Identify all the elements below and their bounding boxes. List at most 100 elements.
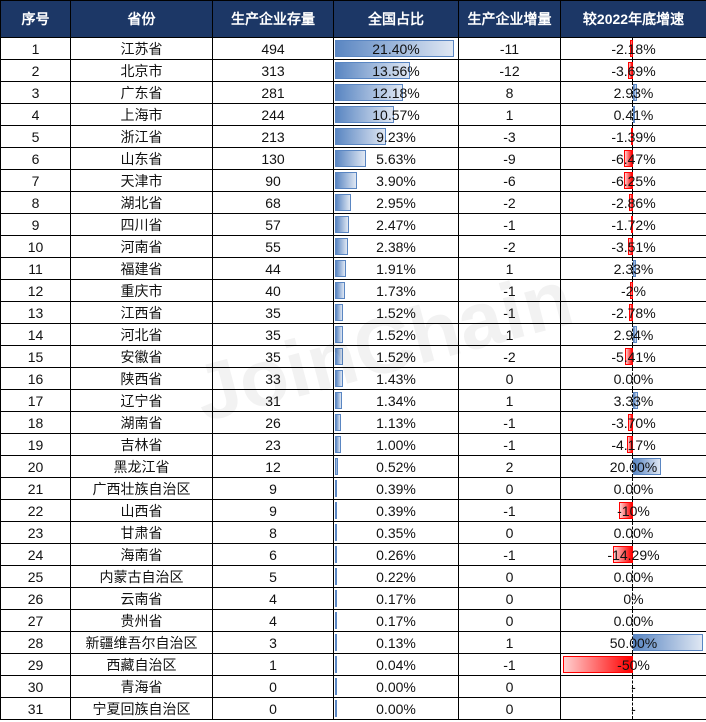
cell-growth: 0.00% xyxy=(560,521,706,544)
header-stock[interactable]: 生产企业存量 xyxy=(212,0,334,38)
increment-text: 1 xyxy=(505,106,514,123)
cell-stock: 44 xyxy=(212,257,334,280)
cell-growth: - xyxy=(560,697,706,720)
stock-text: 494 xyxy=(261,40,285,57)
table-row: 23 甘肃省 8 0.35% 0 0.00% xyxy=(0,521,706,544)
cell-growth: -1.72% xyxy=(560,213,706,236)
cell-increment: -1 xyxy=(458,499,561,522)
cell-province: 北京市 xyxy=(70,59,213,82)
growth-text: 20.00% xyxy=(609,458,658,475)
cell-stock: 9 xyxy=(212,477,334,500)
increment-text: -1 xyxy=(503,414,516,431)
cell-share: 2.95% xyxy=(333,191,459,214)
share-text: 9.23% xyxy=(376,128,416,145)
increment-text: 0 xyxy=(505,524,514,541)
cell-rank: 4 xyxy=(0,103,71,126)
cell-share: 1.00% xyxy=(333,433,459,456)
rank-text: 17 xyxy=(27,392,44,409)
cell-stock: 494 xyxy=(212,37,334,60)
share-bar xyxy=(335,546,337,563)
stock-text: 1 xyxy=(269,656,277,673)
cell-share: 1.91% xyxy=(333,257,459,280)
cell-rank: 26 xyxy=(0,587,71,610)
stock-text: 33 xyxy=(265,370,281,387)
cell-growth: -2% xyxy=(560,279,706,302)
cell-share: 0.26% xyxy=(333,543,459,566)
table-row: 26 云南省 4 0.17% 0 0% xyxy=(0,587,706,610)
stock-text: 244 xyxy=(261,106,285,123)
header-province[interactable]: 省份 xyxy=(70,0,213,38)
header-share[interactable]: 全国占比 xyxy=(333,0,459,38)
share-text: 0.39% xyxy=(376,480,416,497)
increment-text: 0 xyxy=(505,612,514,629)
cell-increment: 0 xyxy=(458,587,561,610)
share-bar xyxy=(335,612,337,629)
increment-text: -1 xyxy=(503,436,516,453)
share-text: 0.13% xyxy=(376,634,416,651)
growth-bar-negative xyxy=(629,304,633,321)
cell-province: 天津市 xyxy=(70,169,213,192)
cell-increment: -1 xyxy=(458,279,561,302)
growth-text: -4.17% xyxy=(611,436,656,453)
cell-stock: 244 xyxy=(212,103,334,126)
share-text: 5.63% xyxy=(376,150,416,167)
table-row: 3 广东省 281 12.18% 8 2.93% xyxy=(0,81,706,104)
increment-text: 1 xyxy=(505,392,514,409)
stock-text: 3 xyxy=(269,634,277,651)
increment-text: 0 xyxy=(505,370,514,387)
cell-growth: -3.70% xyxy=(560,411,706,434)
cell-share: 9.23% xyxy=(333,125,459,148)
rank-text: 16 xyxy=(27,370,44,387)
header-increment[interactable]: 生产企业增量 xyxy=(458,0,561,38)
header-growth[interactable]: 较2022年底增速 xyxy=(560,0,706,38)
rank-text: 14 xyxy=(27,326,44,343)
zero-axis xyxy=(632,676,633,697)
growth-bar-positive xyxy=(633,260,637,277)
header-rank[interactable]: 序号 xyxy=(0,0,71,38)
growth-text: 2.93% xyxy=(613,84,654,101)
province-text: 内蒙古自治区 xyxy=(99,568,184,585)
cell-province: 贵州省 xyxy=(70,609,213,632)
growth-bar-positive xyxy=(633,326,638,343)
cell-share: 1.52% xyxy=(333,323,459,346)
rank-text: 11 xyxy=(28,260,43,277)
share-bar xyxy=(335,282,345,299)
cell-growth: 0.00% xyxy=(560,367,706,390)
growth-text: 0.00% xyxy=(613,480,654,497)
cell-stock: 23 xyxy=(212,433,334,456)
growth-text: -6.25% xyxy=(611,172,656,189)
cell-province: 重庆市 xyxy=(70,279,213,302)
cell-rank: 11 xyxy=(0,257,71,280)
cell-increment: -9 xyxy=(458,147,561,170)
cell-increment: -1 xyxy=(458,543,561,566)
table-row: 22 山西省 9 0.39% -1 -10% xyxy=(0,499,706,522)
province-text: 河南省 xyxy=(120,238,163,255)
zero-axis xyxy=(632,104,633,125)
stock-text: 35 xyxy=(265,326,281,343)
cell-province: 江西省 xyxy=(70,301,213,324)
cell-rank: 31 xyxy=(0,697,71,720)
stock-text: 4 xyxy=(269,590,277,607)
province-text: 云南省 xyxy=(120,590,163,607)
table-row: 4 上海市 244 10.57% 1 0.41% xyxy=(0,103,706,126)
cell-growth: -6.25% xyxy=(560,169,706,192)
rank-text: 21 xyxy=(27,480,44,497)
table-row: 1 江苏省 494 21.40% -11 -2.18% xyxy=(0,37,706,60)
cell-growth: - xyxy=(560,675,706,698)
increment-text: -12 xyxy=(499,62,520,79)
rank-text: 30 xyxy=(27,678,44,695)
rank-text: 15 xyxy=(27,348,44,365)
share-bar xyxy=(335,326,344,343)
growth-text: 2.94% xyxy=(613,326,654,343)
zero-axis xyxy=(632,456,633,477)
cell-province: 河北省 xyxy=(70,323,213,346)
province-text: 湖南省 xyxy=(120,414,163,431)
stock-text: 4 xyxy=(269,612,277,629)
growth-bar-negative xyxy=(625,348,633,365)
increment-text: -11 xyxy=(499,40,520,57)
share-bar xyxy=(335,62,411,79)
growth-bar-positive xyxy=(633,458,661,475)
province-text: 广东省 xyxy=(120,84,163,101)
increment-text: -3 xyxy=(503,128,516,145)
